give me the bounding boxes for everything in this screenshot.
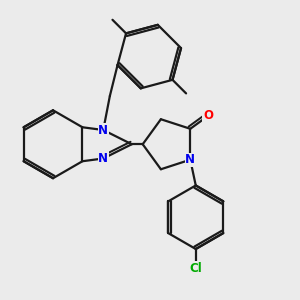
- Text: N: N: [98, 124, 108, 136]
- Text: O: O: [203, 110, 213, 122]
- Text: N: N: [185, 153, 195, 166]
- Text: N: N: [98, 152, 108, 165]
- Text: Cl: Cl: [189, 262, 202, 275]
